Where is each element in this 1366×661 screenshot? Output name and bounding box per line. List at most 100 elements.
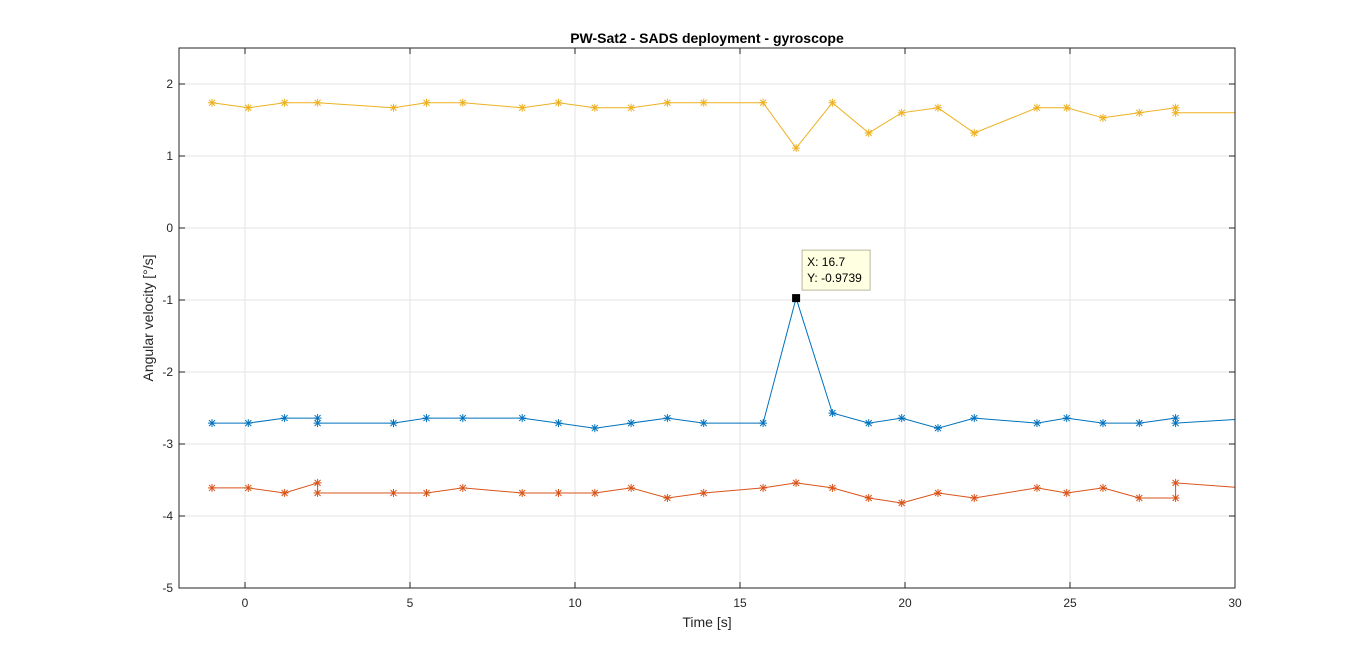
y-tick-label: -4 [162,509,173,523]
marker-stroke [1172,109,1179,117]
data-point [1033,103,1041,112]
marker-stroke [898,109,906,117]
marker-stroke [555,489,562,497]
marker-stroke [1135,419,1143,427]
marker-stroke [1172,419,1179,427]
marker-stroke [700,419,708,427]
y-tick-label: -5 [162,581,173,595]
marker-stroke [1172,479,1179,487]
datatip-box[interactable] [801,249,871,291]
marker-stroke [244,484,252,492]
marker-stroke [898,499,906,507]
marker-stroke [759,484,767,492]
marker-stroke [518,104,526,112]
marker-stroke [700,489,708,497]
y-tick-label: 2 [166,77,173,91]
marker-stroke [459,414,467,422]
marker-stroke [970,414,978,422]
marker-stroke [591,489,599,497]
marker-stroke [829,99,836,107]
data-point [864,494,873,502]
marker-stroke [281,414,288,422]
data-point [663,414,672,423]
datatip-x: X: 16.7 [807,255,845,269]
marker-stroke [314,419,321,427]
marker-stroke [314,479,321,487]
data-point [518,488,527,497]
data-point [422,488,431,497]
marker-stroke [281,489,288,497]
data-point [280,98,289,107]
data-point [864,419,873,428]
data-point [1062,103,1071,112]
data-point [389,488,398,497]
datatip-marker[interactable] [792,294,801,303]
marker-stroke [934,424,942,432]
data-point [244,103,253,112]
marker-stroke [627,484,635,492]
data-point [897,414,906,423]
data-point [1135,419,1144,428]
data-point [590,103,599,112]
marker-stroke [1099,114,1107,122]
marker-stroke [518,414,526,422]
data-point [280,414,289,423]
plot-area[interactable] [179,48,1235,588]
data-point [458,98,467,107]
data-point [389,419,398,428]
data-point [313,478,322,487]
datatip[interactable]: X: 16.7 Y: -0.9739 [792,249,871,303]
data-point [422,98,431,107]
data-point [458,483,467,492]
marker-stroke [627,419,635,427]
data-point [828,483,837,492]
series-line-1 [212,296,1236,429]
data-point [554,98,563,107]
marker-stroke [244,419,252,427]
data-point [970,128,979,137]
series-group [208,98,1236,508]
data-point [627,419,636,428]
data-point [1171,478,1180,487]
x-tick-label: 10 [568,596,582,610]
marker-stroke [829,409,836,417]
marker-stroke [934,104,942,112]
marker-stroke [390,419,397,427]
data-point [1135,108,1144,117]
data-point [590,424,599,433]
data-point [828,98,837,107]
marker-stroke [664,414,671,422]
marker-stroke [314,489,321,497]
data-point [1171,103,1180,112]
y-axis-label: Angular velocity [°/s] [140,255,156,382]
data-point [627,483,636,492]
data-point [663,494,672,502]
y-tick-label: -1 [162,293,173,307]
marker-stroke [208,99,216,107]
data-point [313,488,322,497]
marker-stroke [865,419,873,427]
marker-stroke [829,484,836,492]
series-line-2 [212,482,1236,504]
data-point [208,419,216,428]
data-point [389,103,398,112]
x-axis-label: Time [s] [682,614,731,630]
x-tick-label: 25 [1063,596,1077,610]
marker-stroke [459,484,467,492]
marker-stroke [244,104,252,112]
x-tick-label: 0 [242,596,249,610]
marker-stroke [423,414,430,422]
marker-stroke [1033,104,1041,112]
marker-stroke [208,419,216,427]
data-point [280,488,289,497]
data-point [554,419,563,428]
marker-stroke [898,414,906,422]
marker-stroke [792,479,800,487]
axes-box [178,47,1236,589]
data-point [313,98,322,107]
marker-stroke [1172,414,1179,422]
y-tick-label: -3 [162,437,173,451]
data-point [934,424,942,433]
data-point [759,419,768,428]
data-point [1099,113,1107,122]
